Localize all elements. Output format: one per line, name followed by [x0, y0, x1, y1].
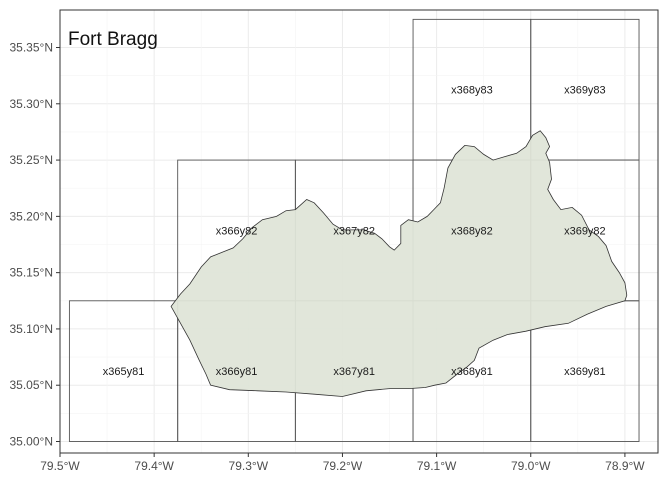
- x-tick-label: 79.4°W: [134, 459, 174, 473]
- y-tick-label: 35.35°N: [10, 41, 54, 55]
- tile-label-x367y82: x367y82: [333, 225, 375, 237]
- x-tick-label: 79.0°W: [511, 459, 551, 473]
- tile-label-x368y82: x368y82: [451, 225, 493, 237]
- tile-label-x366y81: x366y81: [216, 366, 258, 378]
- map-title: Fort Bragg: [68, 29, 158, 50]
- tile-labels: x365y81 x366y81 x367y81 x368y81 x369y81 x366y…: [103, 85, 606, 378]
- x-tick-label: 79.1°W: [417, 459, 457, 473]
- y-axis: 35.00°N 35.05°N 35.10°N 35.15°N 35.20°N 35.25…: [10, 41, 60, 449]
- tile-label-x369y82: x369y82: [564, 225, 606, 237]
- y-tick-label: 35.00°N: [10, 435, 54, 449]
- x-tick-label: 79.5°W: [40, 459, 80, 473]
- y-tick-label: 35.15°N: [10, 266, 54, 280]
- y-tick-label: 35.25°N: [10, 153, 54, 167]
- y-tick-label: 35.10°N: [10, 322, 54, 336]
- x-tick-label: 78.9°W: [605, 459, 645, 473]
- tile-label-x365y81: x365y81: [103, 366, 145, 378]
- tile-label-x369y83: x369y83: [564, 85, 606, 97]
- tile-label-x368y83: x368y83: [451, 85, 493, 97]
- y-tick-label: 35.30°N: [10, 97, 54, 111]
- panel-border: [59, 9, 659, 454]
- x-tick-label: 79.3°W: [229, 459, 269, 473]
- tile-label-x367y81: x367y81: [333, 366, 375, 378]
- y-tick-label: 35.05°N: [10, 378, 54, 392]
- tile-label-x368y81: x368y81: [451, 366, 493, 378]
- tile-label-x366y82: x366y82: [216, 225, 258, 237]
- x-tick-label: 79.2°W: [323, 459, 363, 473]
- tile-x369y83: [530, 18, 640, 161]
- fort-bragg-boundary: [170, 130, 628, 397]
- tile-label-x369y81: x369y81: [564, 366, 606, 378]
- x-axis: 79.5°W 79.4°W 79.3°W 79.2°W 79.1°W 79.0°W 78.9…: [40, 453, 645, 473]
- y-tick-label: 35.20°N: [10, 209, 54, 223]
